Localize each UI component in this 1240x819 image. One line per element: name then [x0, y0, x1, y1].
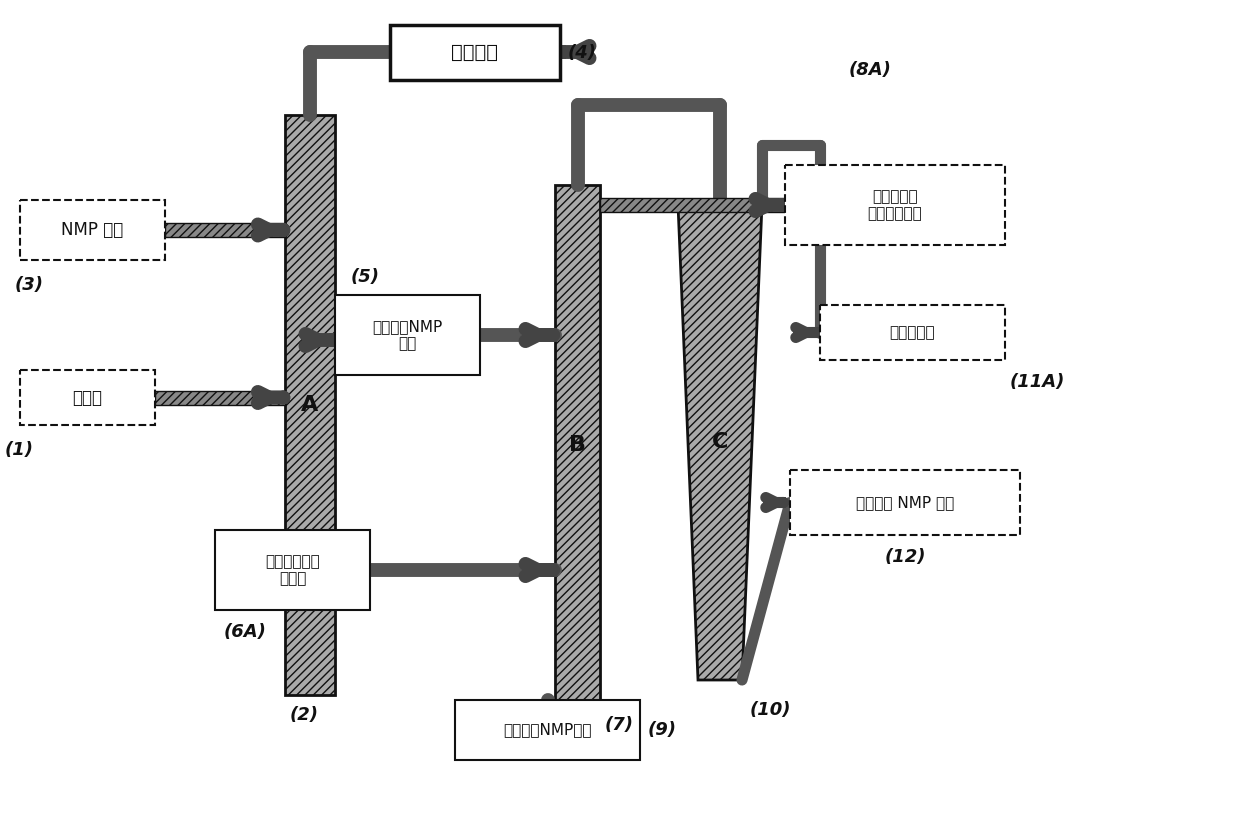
- Bar: [20, 370, 155, 425]
- Text: B: B: [569, 435, 587, 455]
- Text: 要蒸馏的 NMP 溶剂: 要蒸馏的 NMP 溶剂: [856, 495, 954, 510]
- Text: 要回收的水: 要回收的水: [889, 325, 935, 340]
- Text: (3): (3): [15, 276, 43, 294]
- Bar: [455, 700, 640, 760]
- Text: C: C: [712, 432, 728, 453]
- Text: (2): (2): [290, 706, 319, 724]
- Text: 硫化合物、
芳族化合物等: 硫化合物、 芳族化合物等: [868, 189, 923, 221]
- Text: (4): (4): [568, 43, 596, 61]
- Text: (11A): (11A): [1011, 373, 1065, 391]
- Text: (5): (5): [351, 268, 379, 286]
- Bar: [165, 223, 285, 237]
- Bar: [391, 25, 560, 80]
- Bar: [600, 198, 785, 212]
- Text: 受污染的NMP
溶剂: 受污染的NMP 溶剂: [372, 319, 443, 351]
- Text: (12): (12): [884, 548, 926, 566]
- Bar: [820, 305, 1004, 360]
- Text: 粗柴油: 粗柴油: [72, 388, 103, 406]
- Bar: [20, 200, 165, 260]
- Text: 纯化柴油: 纯化柴油: [451, 43, 498, 62]
- Text: (1): (1): [5, 441, 33, 459]
- Bar: [285, 115, 335, 695]
- Bar: [556, 185, 600, 705]
- Bar: [790, 470, 1021, 535]
- Text: (6A): (6A): [223, 623, 267, 641]
- Text: (10): (10): [750, 701, 791, 719]
- Text: (9): (9): [649, 721, 677, 739]
- Polygon shape: [678, 205, 763, 680]
- Bar: [155, 391, 285, 405]
- Text: NMP 溶剂: NMP 溶剂: [61, 221, 124, 239]
- Text: 水污染的NMP溶剂: 水污染的NMP溶剂: [503, 722, 591, 737]
- Text: A: A: [301, 395, 319, 415]
- Bar: [215, 530, 370, 610]
- Bar: [785, 165, 1004, 245]
- Text: (7): (7): [605, 716, 634, 734]
- Text: 水或其他极性
化合物: 水或其他极性 化合物: [265, 554, 320, 586]
- Text: (8A): (8A): [848, 61, 892, 79]
- Bar: [335, 295, 480, 375]
